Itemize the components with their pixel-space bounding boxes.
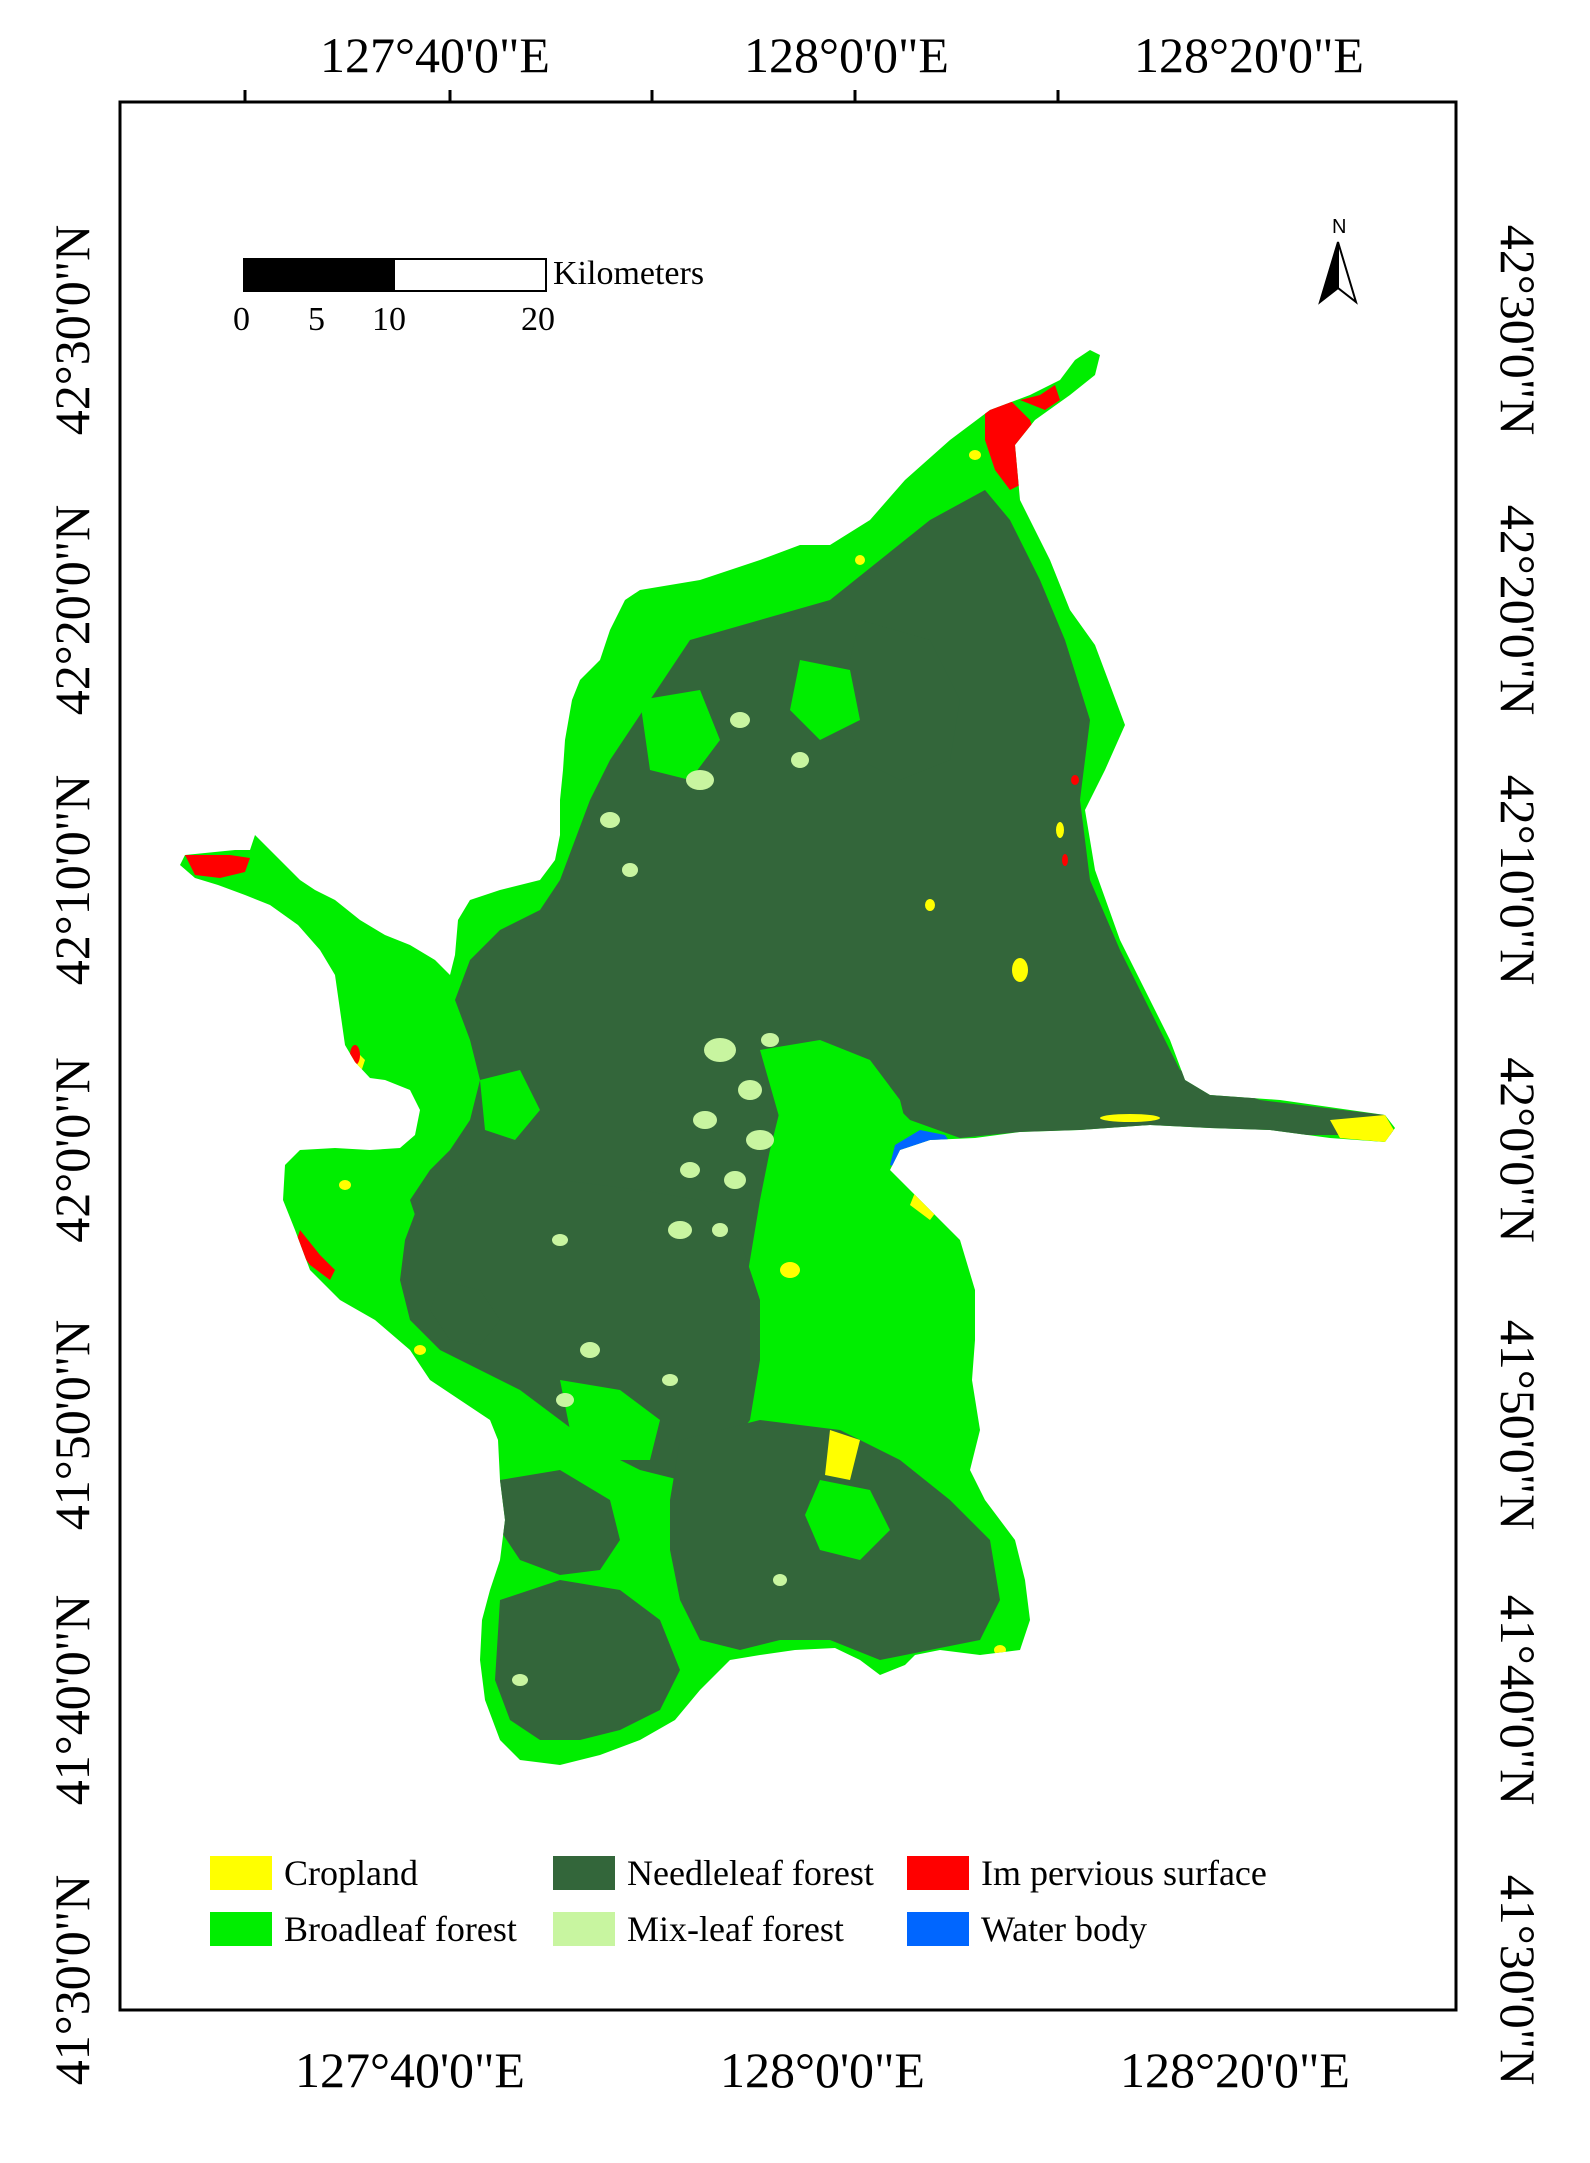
graticule-bottom-1: 127°40'0"E xyxy=(295,2042,525,2098)
land-cover-map xyxy=(180,350,1395,1765)
legend-swatch-cropland xyxy=(210,1856,272,1890)
legend-item-broadleaf: Broadleaf forest xyxy=(210,1908,517,1950)
graticule-right-1: 42°30'0"N xyxy=(1490,224,1546,436)
legend-swatch-needleleaf xyxy=(553,1856,615,1890)
legend-label-needleleaf: Needleleaf forest xyxy=(627,1853,874,1893)
scale-bar-unit: Kilometers xyxy=(553,255,705,292)
graticule-left-7: 41°30'0"N xyxy=(44,1874,100,2086)
legend-swatch-mixleaf xyxy=(553,1912,615,1946)
graticule-right-2: 42°20'0"N xyxy=(1490,504,1546,716)
legend-swatch-water xyxy=(907,1912,969,1946)
graticule-left-6: 41°40'0"N xyxy=(44,1594,100,1806)
legend-item-needleleaf: Needleleaf forest xyxy=(553,1852,874,1894)
legend-label-broadleaf: Broadleaf forest xyxy=(284,1909,517,1949)
legend-label-impervious: Im pervious surface xyxy=(981,1853,1267,1893)
graticule-top-2: 128°0'0"E xyxy=(744,27,949,83)
scale-tick-0: 0 xyxy=(233,301,250,338)
graticule-bottom-2: 128°0'0"E xyxy=(720,2042,925,2098)
north-arrow-label: N xyxy=(1332,216,1347,238)
scale-tick-5: 5 xyxy=(308,301,325,338)
graticule-right-4: 42°0'0"N xyxy=(1490,1057,1546,1243)
legend-item-water: Water body xyxy=(907,1908,1147,1950)
graticule-top-1: 127°40'0"E xyxy=(320,27,550,83)
graticule-left-2: 42°20'0"N xyxy=(44,504,100,716)
graticule-left-1: 42°30'0"N xyxy=(44,224,100,436)
legend-item-cropland: Cropland xyxy=(210,1852,418,1894)
top-ticks xyxy=(243,90,1060,102)
legend-label-water: Water body xyxy=(981,1909,1148,1949)
legend-item-mixleaf: Mix-leaf forest xyxy=(553,1908,844,1950)
graticule-bottom-3: 128°20'0"E xyxy=(1120,2042,1350,2098)
scale-tick-10: 10 xyxy=(372,301,406,338)
graticule-top-3: 128°20'0"E xyxy=(1134,27,1364,83)
legend-swatch-impervious xyxy=(907,1856,969,1890)
scale-bar-white-segment xyxy=(393,258,547,292)
graticule-right-7: 41°30'0"N xyxy=(1490,1874,1546,2086)
graticule-left-4: 42°0'0"N xyxy=(44,1057,100,1243)
graticule-left-3: 42°10'0"N xyxy=(44,774,100,986)
scale-tick-20: 20 xyxy=(521,301,555,338)
graticule-right-6: 41°40'0"N xyxy=(1490,1594,1546,1806)
graticule-right-5: 41°50'0"N xyxy=(1490,1319,1546,1531)
scale-bar-black-segment xyxy=(243,258,397,292)
legend-swatch-broadleaf xyxy=(210,1912,272,1946)
legend-label-cropland: Cropland xyxy=(284,1853,418,1893)
graticule-left-5: 41°50'0"N xyxy=(44,1319,100,1531)
north-arrow-icon xyxy=(1318,241,1358,305)
legend-label-mixleaf: Mix-leaf forest xyxy=(627,1909,844,1949)
graticule-right-3: 42°10'0"N xyxy=(1490,774,1546,986)
legend-item-impervious: Im pervious surface xyxy=(907,1852,1267,1894)
